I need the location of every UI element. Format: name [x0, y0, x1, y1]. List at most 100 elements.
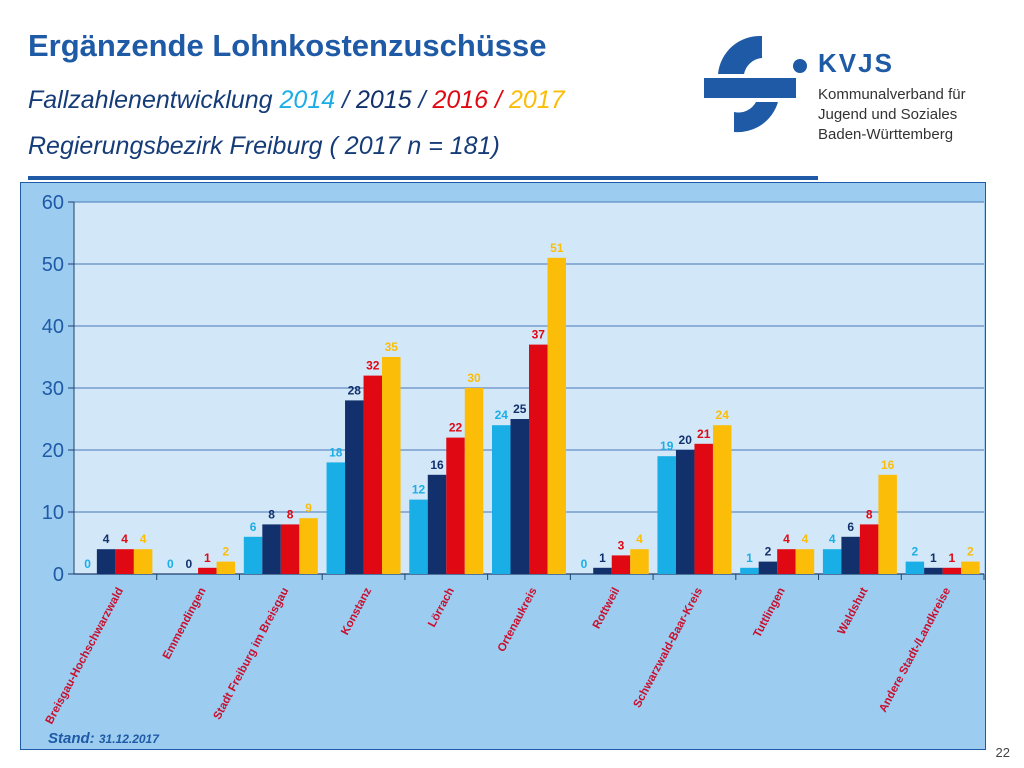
stand-label: Stand:	[48, 730, 95, 747]
bar-2017	[712, 425, 732, 574]
bar-2016	[529, 344, 548, 574]
data-label-2017: 9	[305, 501, 312, 515]
logo-name: KVJS	[818, 48, 894, 78]
bar-2016	[859, 524, 879, 574]
bar-2014	[492, 425, 511, 574]
bar-2016	[446, 437, 465, 574]
data-label-2015: 2	[765, 545, 772, 559]
bar-2017	[630, 549, 649, 574]
chart-container: 0 10 20 30 40 50 60 0 4 4 4 Breisgau-Hochschwarzwal…	[19, 181, 987, 751]
data-label-2016: 32	[366, 359, 380, 373]
subtitle-prefix: Fallzahlenentwicklung	[28, 86, 280, 114]
data-label-2017: 4	[802, 532, 809, 546]
page-number: 22	[995, 745, 1010, 760]
year-separator: /	[335, 86, 356, 114]
bar-2015	[924, 567, 943, 574]
year-2016-label: 2016	[432, 86, 489, 114]
data-label-2015: 6	[847, 520, 854, 534]
data-label-2016: 8	[866, 507, 873, 521]
data-label-2017: 4	[636, 532, 643, 546]
data-label-2017: 2	[222, 545, 229, 559]
bar-2016	[777, 549, 796, 574]
data-label-2014: 0	[167, 557, 174, 571]
data-label-2014: 4	[829, 532, 836, 546]
data-label-2014: 19	[660, 439, 674, 453]
year-2014-label: 2014	[279, 86, 336, 114]
data-label-2014: 2	[912, 545, 919, 559]
logo-line: Baden-Württemberg	[818, 126, 954, 143]
y-tick-label: 0	[53, 564, 64, 586]
data-label-2014: 6	[250, 520, 257, 534]
bar-2016	[611, 555, 631, 574]
bar-2017	[464, 388, 484, 574]
bar-2017	[547, 257, 566, 574]
data-label-2014: 1	[746, 551, 753, 565]
bar-2017	[961, 561, 980, 574]
y-tick-label: 40	[42, 316, 64, 338]
y-tick-label: 30	[42, 378, 64, 400]
data-label-2015: 20	[679, 433, 693, 447]
slide-subtitle: Fallzahlenentwicklung 2014 / 2015 / 2016…	[28, 86, 565, 115]
data-label-2015: 1	[930, 551, 937, 565]
logo-line: Jugend und Soziales	[818, 106, 958, 123]
data-label-2015: 16	[430, 458, 444, 472]
data-label-2017: 16	[881, 458, 895, 472]
data-label-2016: 4	[121, 532, 128, 546]
data-label-2015: 4	[103, 532, 110, 546]
bar-2014	[740, 567, 759, 574]
bar-2015	[96, 549, 116, 574]
bar-2014	[409, 499, 428, 574]
stand-note: Stand: 31.12.2017	[48, 730, 159, 747]
bar-2015	[262, 524, 281, 574]
year-2017-label: 2017	[508, 86, 565, 114]
bar-2015	[593, 567, 612, 574]
year-2015-label: 2015	[356, 86, 412, 114]
bar-2016	[694, 443, 713, 574]
bar-2016	[115, 549, 134, 574]
data-label-2015: 28	[348, 383, 362, 397]
data-label-2016: 1	[949, 551, 956, 565]
bar-2014	[326, 462, 346, 574]
bar-2017	[878, 474, 897, 574]
data-label-2016: 1	[204, 551, 211, 565]
stand-date: 31.12.2017	[98, 732, 159, 746]
bar-2015	[758, 561, 778, 574]
bar-2016	[363, 375, 383, 574]
data-label-2017: 2	[967, 545, 974, 559]
y-tick-label: 20	[42, 440, 64, 462]
bar-2016	[942, 567, 962, 574]
data-label-2014: 0	[84, 557, 91, 571]
bar-2014	[243, 536, 263, 574]
data-label-2014: 18	[329, 445, 343, 459]
bar-2017	[133, 549, 153, 574]
data-label-2017: 4	[140, 532, 147, 546]
data-label-2016: 8	[287, 507, 294, 521]
bar-2016	[280, 524, 300, 574]
data-label-2015: 25	[513, 402, 527, 416]
data-label-2016: 37	[532, 328, 546, 342]
bar-2017	[299, 518, 318, 574]
data-label-2015: 8	[268, 507, 275, 521]
data-label-2016: 21	[697, 427, 711, 441]
title-divider	[28, 176, 818, 180]
logo-line: Kommunalverband für	[818, 86, 966, 103]
kvjs-logo: KVJS Kommunalverband für Jugend und Sozi…	[700, 24, 1000, 154]
year-separator: /	[488, 86, 509, 114]
bar-2015	[510, 419, 529, 574]
region-subtitle: Regierungsbezirk Freiburg ( 2017 n = 181…	[28, 132, 500, 160]
year-separator: /	[411, 86, 433, 114]
y-tick-label: 50	[42, 254, 64, 276]
data-label-2017: 35	[385, 340, 399, 354]
bar-2015	[675, 450, 695, 574]
data-label-2016: 22	[449, 421, 463, 435]
bar-2015	[427, 474, 447, 574]
bar-2015	[345, 400, 364, 574]
y-tick-label: 60	[42, 192, 64, 214]
data-label-2014: 12	[412, 483, 426, 497]
bar-2017	[382, 357, 401, 574]
data-label-2014: 24	[495, 408, 509, 422]
bar-2016	[198, 567, 217, 574]
data-label-2015: 1	[599, 551, 606, 565]
data-label-2017: 30	[467, 371, 481, 385]
